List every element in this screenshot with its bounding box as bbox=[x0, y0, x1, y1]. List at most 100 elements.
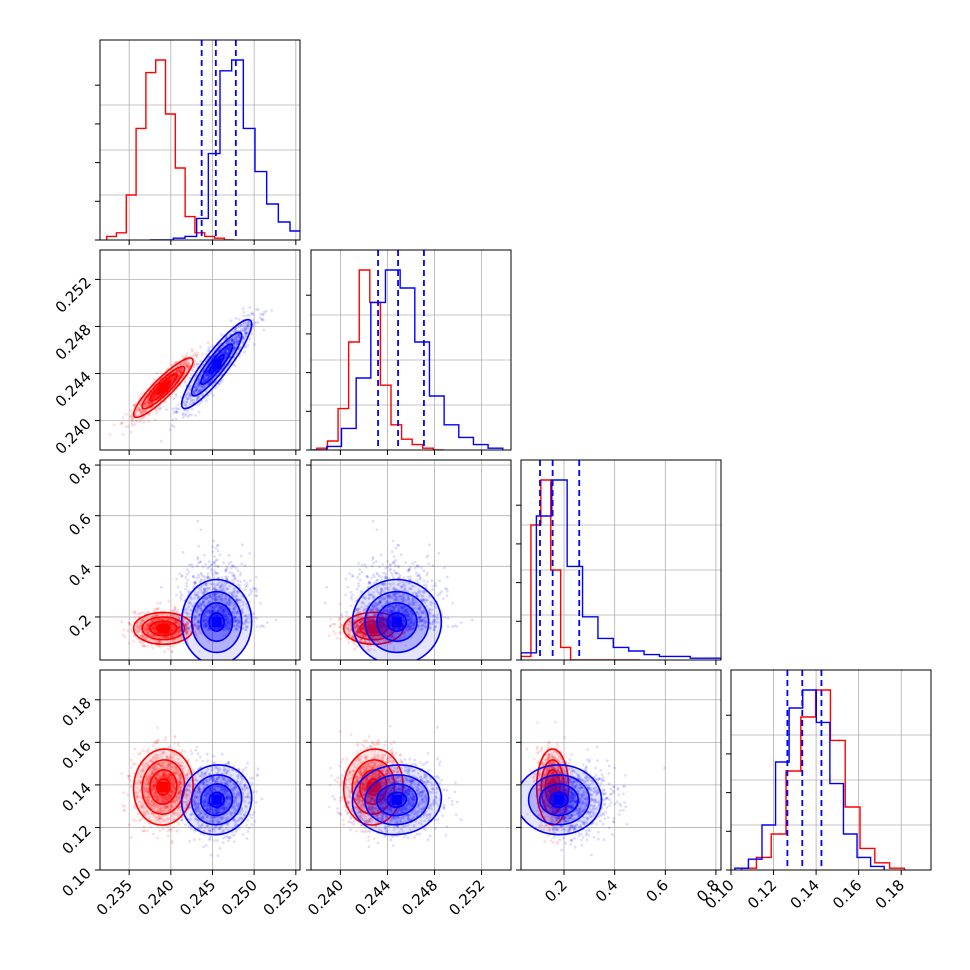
scatter-point bbox=[160, 636, 164, 639]
scatter-point bbox=[194, 386, 197, 390]
scatter-point bbox=[169, 377, 173, 381]
scatter-point bbox=[248, 313, 251, 317]
scatter-point bbox=[177, 625, 181, 629]
scatter-point bbox=[120, 421, 124, 425]
scatter-point bbox=[176, 622, 180, 625]
scatter-point bbox=[148, 401, 151, 404]
scatter-point bbox=[129, 623, 132, 627]
scatter-point bbox=[185, 363, 189, 366]
scatter-point bbox=[145, 636, 148, 640]
scatter-point bbox=[137, 612, 140, 616]
scatter-point bbox=[203, 374, 207, 378]
scatter-point bbox=[250, 332, 254, 336]
scatter-point bbox=[156, 607, 160, 610]
scatter-point bbox=[218, 382, 221, 386]
scatter-point bbox=[141, 409, 145, 413]
scatter-point bbox=[226, 348, 230, 352]
scatter-point bbox=[152, 634, 156, 638]
scatter-point bbox=[244, 322, 248, 325]
scatter-point bbox=[236, 334, 240, 338]
scatter-point bbox=[246, 324, 250, 328]
scatter-point bbox=[176, 622, 180, 626]
scatter-point bbox=[138, 420, 142, 423]
scatter-point bbox=[130, 422, 134, 426]
scatter-point bbox=[180, 368, 184, 372]
scatter-point bbox=[169, 630, 173, 634]
scatter-point bbox=[149, 621, 152, 625]
scatter-point bbox=[177, 407, 181, 411]
scatter-point bbox=[226, 347, 230, 351]
scatter-point bbox=[197, 382, 201, 386]
scatter-point bbox=[152, 393, 156, 397]
scatter-point bbox=[196, 379, 200, 383]
scatter-point bbox=[158, 617, 161, 621]
scatter-point bbox=[232, 337, 236, 341]
scatter-point bbox=[164, 617, 168, 621]
scatter-point bbox=[171, 375, 175, 379]
scatter-point bbox=[203, 380, 206, 384]
scatter-point bbox=[135, 630, 139, 634]
scatter-point bbox=[161, 635, 165, 639]
scatter-point bbox=[188, 396, 192, 400]
scatter-point bbox=[178, 373, 182, 377]
scatter-point bbox=[183, 395, 187, 399]
scatter-point bbox=[169, 630, 173, 634]
contours-red bbox=[132, 357, 194, 419]
scatter-point bbox=[232, 335, 236, 339]
scatter-point bbox=[151, 634, 155, 638]
scatter-point bbox=[153, 629, 157, 632]
scatter-point bbox=[186, 589, 190, 593]
scatter-point bbox=[138, 627, 142, 631]
scatter-point bbox=[139, 412, 143, 416]
scatter-point bbox=[192, 365, 196, 369]
scatter-point bbox=[152, 634, 156, 638]
scatter-point bbox=[194, 363, 198, 366]
scatter-point bbox=[120, 620, 124, 624]
scatter-point bbox=[146, 627, 150, 631]
scatter-point bbox=[200, 572, 203, 576]
scatter-point bbox=[181, 413, 185, 417]
scatter-point bbox=[255, 625, 259, 628]
scatter-point bbox=[177, 369, 180, 373]
scatter-point bbox=[199, 384, 203, 388]
scatter-point bbox=[254, 321, 258, 324]
scatter-point bbox=[206, 394, 210, 398]
scatter-point bbox=[178, 373, 181, 377]
scatter-point bbox=[274, 618, 278, 622]
scatter-point bbox=[151, 614, 155, 618]
scatter-point bbox=[233, 344, 237, 348]
scatter-point bbox=[198, 359, 202, 363]
scatter-point bbox=[146, 630, 150, 634]
scatter-point bbox=[176, 630, 180, 634]
scatter-point bbox=[188, 363, 192, 367]
scatter-point bbox=[147, 401, 151, 404]
scatter-point bbox=[153, 395, 157, 399]
plot-content bbox=[120, 519, 278, 660]
scatter-point bbox=[136, 620, 140, 624]
scatter-point bbox=[167, 630, 171, 634]
scatter-point bbox=[145, 625, 149, 629]
scatter-point bbox=[174, 392, 178, 396]
scatter-point bbox=[244, 332, 248, 336]
scatter-point bbox=[261, 313, 264, 316]
scatter-point bbox=[246, 343, 250, 347]
scatter-point bbox=[172, 644, 176, 648]
scatter-point bbox=[196, 386, 200, 390]
scatter-point bbox=[202, 376, 206, 380]
scatter-point bbox=[137, 629, 141, 633]
scatter-point bbox=[185, 581, 188, 585]
scatter-point bbox=[158, 618, 162, 622]
scatter-point bbox=[145, 637, 148, 641]
scatter-point bbox=[140, 641, 144, 645]
scatter-point bbox=[205, 373, 209, 377]
scatter-point bbox=[135, 409, 139, 413]
scatter-point bbox=[138, 627, 142, 631]
scatter-point bbox=[177, 368, 181, 372]
scatter-point bbox=[235, 335, 239, 339]
scatter-point bbox=[185, 365, 188, 369]
scatter-point bbox=[172, 625, 176, 629]
scatter-point bbox=[194, 414, 197, 417]
scatter-point bbox=[132, 639, 135, 643]
scatter-point bbox=[211, 550, 215, 553]
scatter-point bbox=[144, 405, 147, 409]
